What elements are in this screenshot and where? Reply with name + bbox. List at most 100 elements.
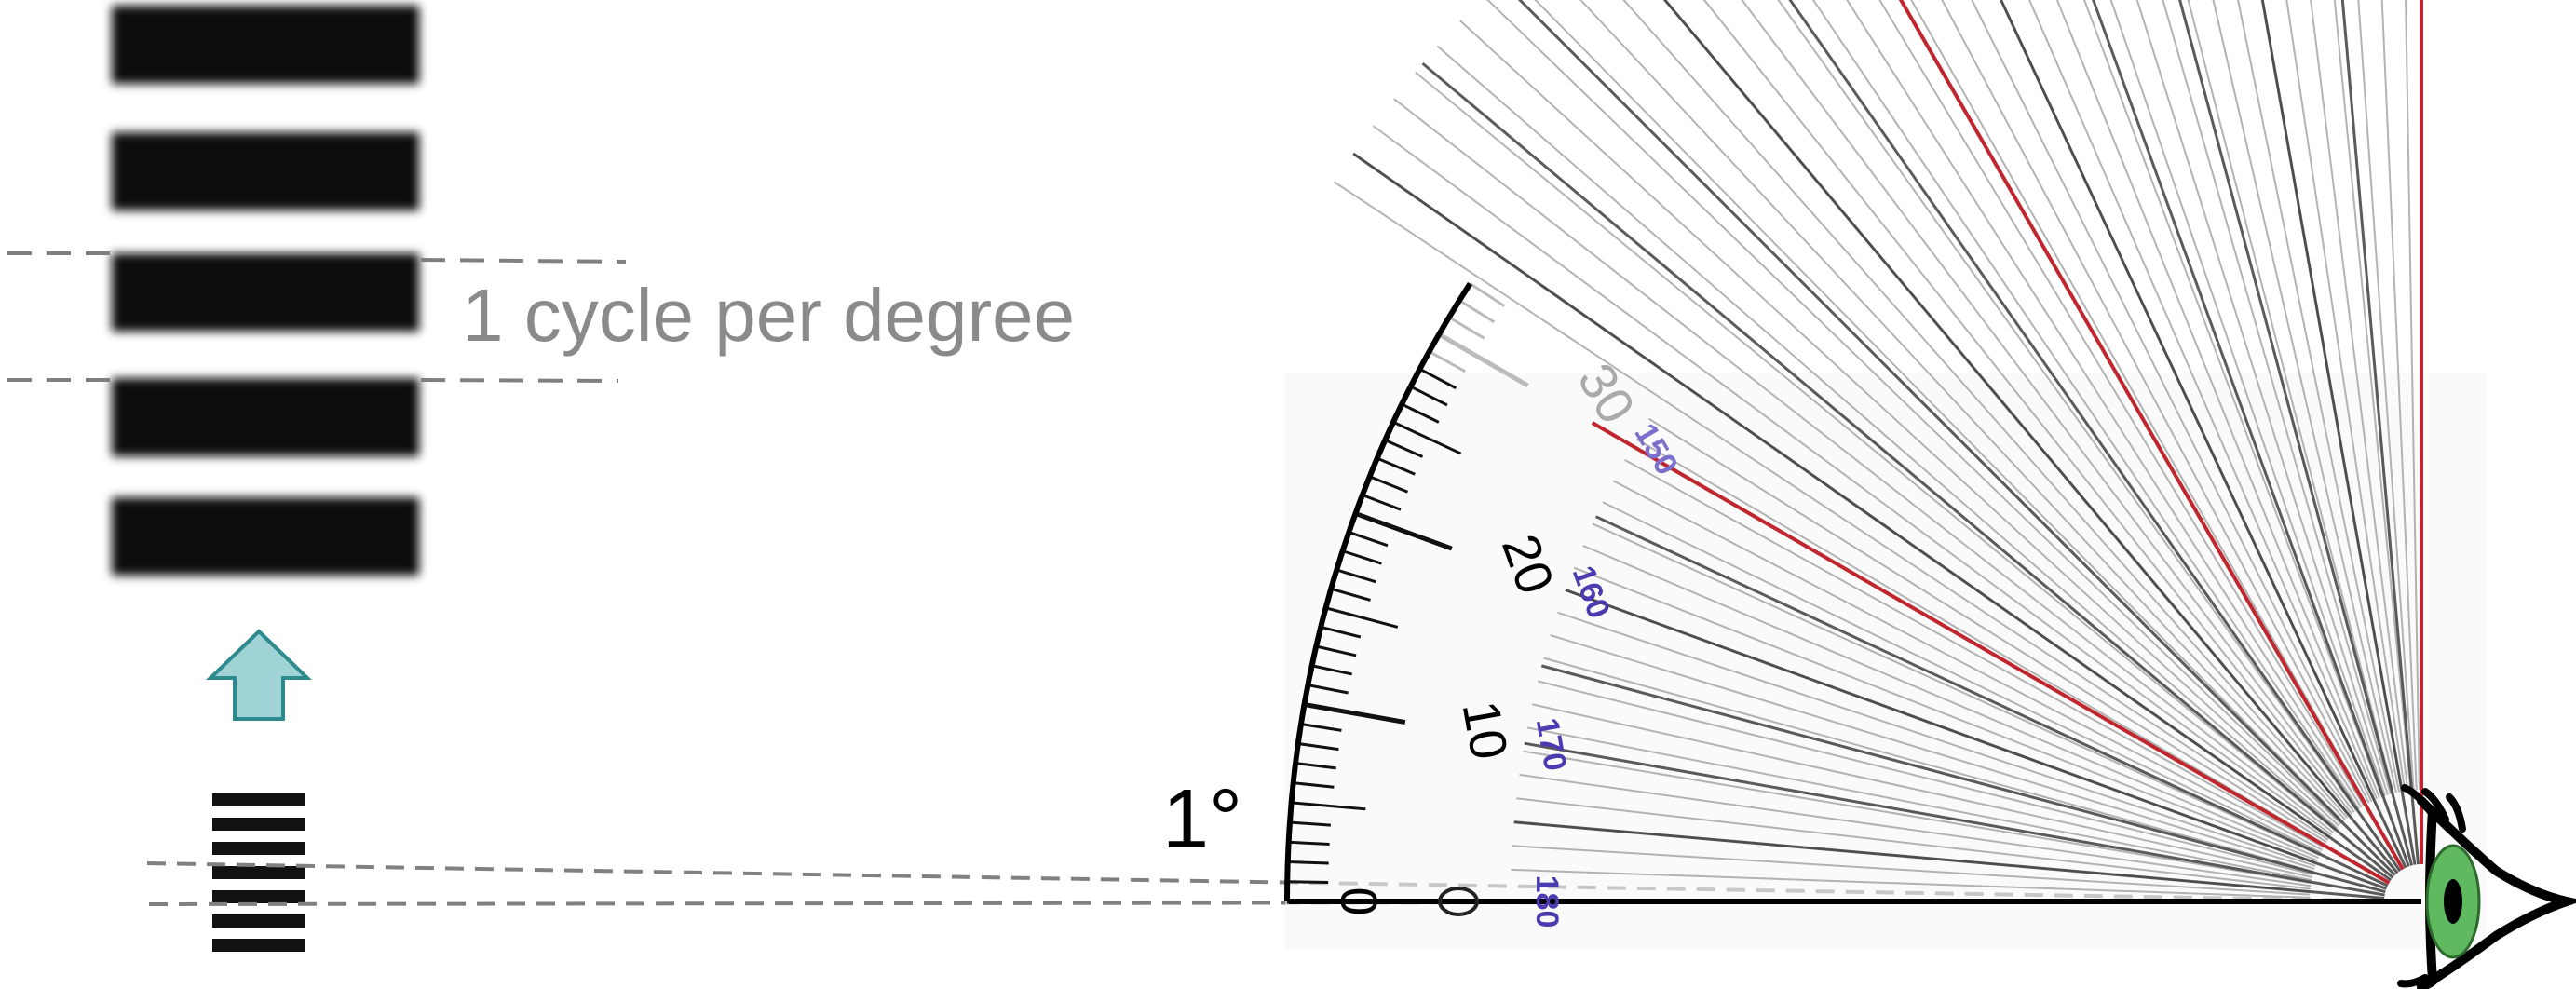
protractor-ray — [1393, 98, 2335, 833]
protractor-ray — [1941, 0, 2370, 804]
protractor-tick — [1288, 840, 1330, 847]
protractor-major-ray — [1352, 152, 2393, 882]
eye-pupil — [2444, 879, 2462, 924]
protractor-tick — [1311, 664, 1352, 676]
protractor-ray — [1635, 438, 2326, 846]
protractor-ray — [2187, 0, 2394, 794]
protractor-tick — [1295, 762, 1336, 770]
protractor-ray — [1557, 611, 2316, 867]
protractor-ray — [2028, 0, 2379, 800]
protractor-major-ray — [1517, 0, 2396, 876]
angle-label: 1° — [1162, 773, 1242, 866]
protractor-ray — [1602, 501, 2322, 854]
protractor-ray — [2357, 0, 2415, 791]
protractor-tick — [1330, 587, 1371, 602]
protractor-tick — [1335, 568, 1376, 584]
protractor-ray — [2162, 0, 2392, 794]
protractor-tick — [1304, 702, 1406, 725]
protractor-major-ray — [1421, 61, 2394, 879]
protractor-tick — [1342, 549, 1382, 565]
protractor-ray — [1811, 0, 2360, 810]
protractor-ray — [1516, 797, 2311, 890]
protractor-ray — [1511, 868, 2311, 899]
protractor-ray — [1582, 544, 2319, 860]
protractor-ray — [1702, 0, 2353, 815]
protractor-ray — [1334, 181, 2329, 841]
protractor-ray — [2237, 0, 2401, 793]
enlarged-grating-dark-bar — [112, 132, 419, 210]
upper-guide-right — [420, 258, 627, 264]
protractor-ray — [1436, 45, 2339, 830]
protractor-tick — [1376, 456, 1416, 476]
small-grating-dark-bar — [212, 890, 305, 903]
protractor-ray — [1519, 773, 2312, 887]
enlarged-grating-dark-bar — [112, 6, 419, 84]
small-grating-dark-bar — [212, 818, 305, 831]
protractor-tick — [1320, 625, 1362, 639]
protractor-ray — [2055, 0, 2380, 799]
protractor-ray — [1459, 20, 2340, 827]
small-grating — [212, 790, 305, 963]
protractor-major-ray — [2178, 0, 2414, 866]
protractor-tick — [1291, 801, 1366, 811]
protractor-ray — [2083, 0, 2383, 797]
protractor-major-ray — [1594, 515, 2389, 887]
protractor-ray — [1523, 750, 2312, 885]
protractor-tick — [1418, 367, 1457, 390]
protractor-ray — [1971, 0, 2373, 803]
enlarged-grating-dark-bar — [112, 378, 419, 456]
protractor-ray — [1415, 71, 2337, 832]
protractor-ray — [2310, 0, 2409, 792]
protractor-red-ray — [1898, 0, 2405, 871]
protractor-ray — [1579, 0, 2346, 820]
protractor-ray — [1486, 0, 2342, 825]
protractor-tick — [1325, 606, 1399, 629]
protractor-tick — [1410, 385, 1448, 407]
protractor-ray — [1543, 657, 2314, 873]
protractor-tick — [1362, 494, 1402, 511]
protractor-major-ray — [2340, 0, 2420, 865]
protractor-tick — [1297, 742, 1339, 752]
protractor-tick — [1369, 475, 1409, 494]
small-grating-dark-bar — [212, 793, 305, 806]
protractor-major-ray — [1662, 0, 2399, 874]
protractor-major-ray — [2260, 0, 2417, 865]
outer-scale-label-10: 10 — [1452, 697, 1520, 764]
protractor-ray — [2333, 0, 2412, 791]
protractor-ray — [1846, 0, 2363, 808]
enlarged-guide-lines — [7, 251, 627, 383]
protractor-ray — [2380, 0, 2418, 791]
protractor-tick — [1401, 402, 1440, 424]
outer-scale-label-0: 0 — [1330, 887, 1389, 915]
protractor-ray — [2109, 0, 2386, 796]
protractor-ray — [2135, 0, 2389, 795]
protractor-outer-arc — [1284, 281, 1473, 902]
protractor-tick — [1437, 332, 1529, 388]
protractor-ray — [2212, 0, 2397, 793]
protractor-ray — [2405, 0, 2420, 791]
frequency-caption: 1 cycle per degree — [462, 274, 1075, 357]
protractor-ray — [1526, 726, 2312, 882]
up-arrow-icon — [206, 629, 312, 721]
protractor-ray — [1622, 0, 2349, 819]
protractor-ray — [1624, 458, 2325, 848]
protractor-major-ray — [1540, 664, 2386, 894]
small-grating-dark-bar — [212, 842, 305, 855]
protractor-major-ray — [1999, 0, 2407, 869]
lower-guide-right — [420, 378, 619, 383]
protractor-tick — [1287, 860, 1329, 865]
protractor-ray — [1613, 480, 2324, 851]
enlarged-grating-dark-bar — [112, 253, 419, 332]
protractor-ray — [1777, 0, 2358, 811]
protractor-ray — [1878, 0, 2366, 806]
protractor-tick — [1300, 722, 1342, 732]
protractor-ray — [1550, 634, 2315, 870]
protractor: 0 10 20 30 180 170 160 150 — [1284, 0, 2487, 950]
protractor-red-lines — [1591, 0, 2423, 885]
protractor-tick — [1287, 880, 1329, 885]
protractor-major-ray — [1513, 820, 2385, 901]
protractor-ray — [1648, 417, 2327, 844]
protractor-ray — [1573, 566, 2318, 861]
protractor-major-ray — [1565, 589, 2387, 890]
